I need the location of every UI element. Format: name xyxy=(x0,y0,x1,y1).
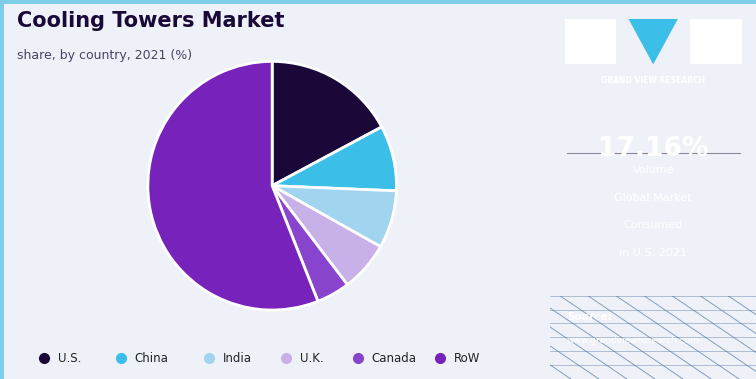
Text: Global Market: Global Market xyxy=(615,193,692,202)
Text: www.grandviewresearch.com: www.grandviewresearch.com xyxy=(567,336,700,345)
Text: India: India xyxy=(223,352,252,365)
Wedge shape xyxy=(148,61,318,310)
Text: U.S.: U.S. xyxy=(57,352,81,365)
Wedge shape xyxy=(272,61,382,186)
Polygon shape xyxy=(628,19,678,64)
Text: RoW: RoW xyxy=(454,352,480,365)
Wedge shape xyxy=(272,186,396,247)
Text: U.K.: U.K. xyxy=(300,352,324,365)
Text: in U.S. 2021: in U.S. 2021 xyxy=(619,248,687,258)
Text: share, by country, 2021 (%): share, by country, 2021 (%) xyxy=(17,49,191,62)
Bar xyxy=(565,19,616,64)
Text: 17.16%: 17.16% xyxy=(598,136,708,163)
Text: Canada: Canada xyxy=(371,352,417,365)
Wedge shape xyxy=(272,127,396,191)
Text: Volume: Volume xyxy=(633,165,674,175)
Text: China: China xyxy=(135,352,169,365)
Text: Consumed: Consumed xyxy=(624,220,683,230)
Text: Cooling Towers Market: Cooling Towers Market xyxy=(17,11,284,31)
Wedge shape xyxy=(272,186,347,301)
Wedge shape xyxy=(272,186,380,285)
Text: Source:: Source: xyxy=(567,312,612,322)
Bar xyxy=(690,19,742,64)
Text: GRAND VIEW RESEARCH: GRAND VIEW RESEARCH xyxy=(601,76,705,85)
